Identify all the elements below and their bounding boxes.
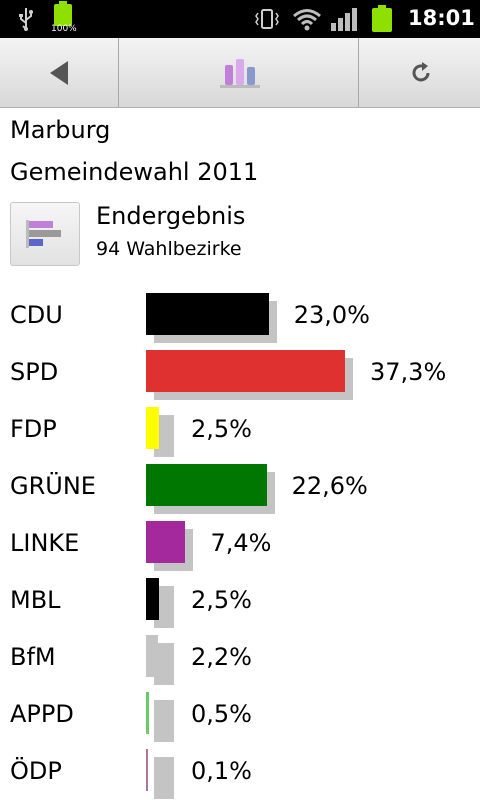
- back-arrow-icon: [50, 61, 68, 85]
- election-name: Gemeindewahl 2011: [10, 158, 259, 186]
- chart-row: FDP 2,5%: [0, 400, 480, 457]
- party-label: APPD: [10, 700, 74, 728]
- chart-row: LINKE 7,4%: [0, 514, 480, 571]
- percent-label: 2,2%: [191, 643, 252, 671]
- percent-label: 0,5%: [191, 700, 252, 728]
- party-label: FDP: [10, 415, 57, 443]
- bar: [146, 464, 267, 506]
- results-bar-chart: CDU 23,0% SPD 37,3% FDP 2,5% GRÜNE 22,6% LINKE 7,…: [0, 286, 480, 800]
- bar: [146, 521, 186, 563]
- bar-shadow: [154, 643, 174, 685]
- battery-icon: [372, 5, 392, 32]
- chart-row: APPD 0,5%: [0, 685, 480, 742]
- chart-view-button[interactable]: [120, 38, 359, 107]
- battery-percent: 100%: [51, 24, 77, 34]
- party-label: BfM: [10, 643, 56, 671]
- bar: [146, 692, 149, 734]
- signal-icon: [331, 8, 357, 31]
- party-label: LINKE: [10, 529, 80, 557]
- percent-label: 0,1%: [191, 757, 252, 785]
- status-bar: 100% 18:01: [0, 0, 480, 38]
- chart-row: SPD 37,3%: [0, 343, 480, 400]
- bar: [146, 578, 160, 620]
- back-button[interactable]: [0, 38, 119, 107]
- bar: [146, 407, 160, 449]
- wifi-icon: [293, 9, 321, 31]
- party-label: MBL: [10, 586, 61, 614]
- chart-row: CDU 23,0%: [0, 286, 480, 343]
- bar: [146, 350, 345, 392]
- chart-row: MBL 2,5%: [0, 571, 480, 628]
- party-label: GRÜNE: [10, 472, 96, 500]
- percent-label: 7,4%: [210, 529, 272, 557]
- party-label: SPD: [10, 358, 59, 386]
- action-bar: [0, 38, 480, 108]
- chart-row: GRÜNE 22,6%: [0, 457, 480, 514]
- refresh-button[interactable]: [360, 38, 480, 107]
- vibrate-icon: [255, 9, 279, 29]
- bar-chart-icon: [220, 59, 260, 88]
- chart-row: BfM 2,2%: [0, 628, 480, 685]
- party-label: CDU: [10, 301, 63, 329]
- result-type-button[interactable]: [10, 202, 80, 266]
- bar: [146, 749, 148, 791]
- bar-shadow: [154, 757, 174, 799]
- refresh-icon: [412, 62, 430, 82]
- result-subtitle: 94 Wahlbezirke: [96, 238, 242, 260]
- percent-label: 2,5%: [191, 586, 252, 614]
- battery-icon: [54, 1, 72, 26]
- result-title: Endergebnis: [96, 202, 246, 230]
- city-name: Marburg: [10, 116, 111, 144]
- bar-shadow: [154, 700, 174, 742]
- bar: [146, 293, 269, 335]
- percent-label: 23,0%: [293, 301, 370, 329]
- party-label: ÖDP: [10, 757, 62, 785]
- percent-label: 22,6%: [291, 472, 368, 500]
- bar-chart-horizontal-icon: [26, 220, 61, 248]
- percent-label: 2,5%: [191, 415, 252, 443]
- clock: 18:01: [408, 6, 475, 30]
- bar: [146, 635, 158, 677]
- percent-label: 37,3%: [370, 358, 447, 386]
- usb-icon: [19, 8, 33, 31]
- chart-row: ÖDP 0,1%: [0, 742, 480, 799]
